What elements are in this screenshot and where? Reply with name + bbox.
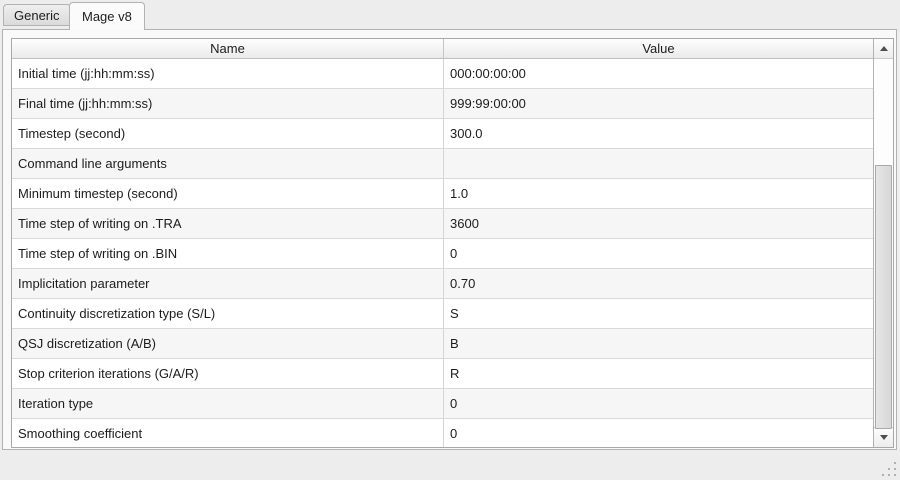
table-row[interactable]: Continuity discretization type (S/L) S xyxy=(12,299,873,329)
table-row[interactable]: Command line arguments xyxy=(12,149,873,179)
table-row[interactable]: Smoothing coefficient 0 xyxy=(12,419,873,447)
param-value-cell[interactable]: S xyxy=(450,306,459,321)
param-value-cell[interactable]: 999:99:00:00 xyxy=(450,96,526,111)
table-row[interactable]: Final time (jj:hh:mm:ss) 999:99:00:00 xyxy=(12,89,873,119)
param-name-cell: Iteration type xyxy=(12,389,444,418)
tab-generic-label: Generic xyxy=(14,7,60,23)
tab-generic[interactable]: Generic xyxy=(3,4,71,26)
tab-mage-v8[interactable]: Mage v8 xyxy=(69,2,145,30)
tab-mage-v8-label: Mage v8 xyxy=(82,9,132,24)
table-body: Initial time (jj:hh:mm:ss) 000:00:00:00 … xyxy=(12,59,873,447)
table-row[interactable]: Time step of writing on .BIN 0 xyxy=(12,239,873,269)
scroll-down-button[interactable] xyxy=(874,427,893,447)
resize-grip-icon[interactable] xyxy=(882,462,897,477)
param-value-cell[interactable]: 300.0 xyxy=(450,126,483,141)
table-row[interactable]: Stop criterion iterations (G/A/R) R xyxy=(12,359,873,389)
param-name-cell: Command line arguments xyxy=(12,149,444,178)
param-name-cell: Implicitation parameter xyxy=(12,269,444,298)
param-value-cell[interactable]: 1.0 xyxy=(450,186,469,201)
scrollbar-track[interactable] xyxy=(874,59,893,429)
table-row[interactable]: Implicitation parameter 0.70 xyxy=(12,269,873,299)
param-name-cell: QSJ discretization (A/B) xyxy=(12,329,444,358)
param-name-cell: Minimum timestep (second) xyxy=(12,179,444,208)
param-value-cell[interactable] xyxy=(444,149,873,178)
param-value-cell[interactable]: 3600 xyxy=(450,216,479,231)
param-name-cell: Time step of writing on .TRA xyxy=(12,209,444,238)
table-row[interactable]: Initial time (jj:hh:mm:ss) 000:00:00:00 xyxy=(12,59,873,89)
param-value-cell[interactable]: R xyxy=(450,366,460,381)
resize-grip-dots xyxy=(882,462,896,476)
param-value-cell[interactable]: 0 xyxy=(450,246,458,261)
column-header-name[interactable]: Name xyxy=(12,39,444,58)
column-header-value[interactable]: Value xyxy=(642,41,675,56)
param-name-cell: Smoothing coefficient xyxy=(12,419,444,447)
table-row[interactable]: Time step of writing on .TRA 3600 xyxy=(12,209,873,239)
param-name-cell: Continuity discretization type (S/L) xyxy=(12,299,444,328)
scrollbar-thumb[interactable] xyxy=(875,165,892,429)
table-row[interactable]: Timestep (second) 300.0 xyxy=(12,119,873,149)
param-value-cell[interactable]: 0.70 xyxy=(450,276,476,291)
table-header-row: Name Value xyxy=(12,39,873,59)
table-main: Name Value Initial time (jj:hh:mm:ss) 00… xyxy=(12,39,873,447)
table-row[interactable]: QSJ discretization (A/B) B xyxy=(12,329,873,359)
parameter-table: Name Value Initial time (jj:hh:mm:ss) 00… xyxy=(11,38,894,448)
table-row[interactable]: Iteration type 0 xyxy=(12,389,873,419)
param-value-cell[interactable]: 000:00:00:00 xyxy=(450,66,526,81)
scroll-up-icon xyxy=(879,46,888,51)
table-row[interactable]: Minimum timestep (second) 1.0 xyxy=(12,179,873,209)
param-name-cell: Time step of writing on .BIN xyxy=(12,239,444,268)
scroll-down-icon xyxy=(879,435,888,440)
vertical-scrollbar[interactable] xyxy=(873,39,893,447)
param-name-cell: Stop criterion iterations (G/A/R) xyxy=(12,359,444,388)
param-value-cell[interactable]: B xyxy=(450,336,459,351)
param-value-cell[interactable]: 0 xyxy=(450,396,458,411)
scroll-up-button[interactable] xyxy=(874,39,893,59)
param-name-cell: Final time (jj:hh:mm:ss) xyxy=(12,89,444,118)
param-name-cell: Timestep (second) xyxy=(12,119,444,148)
param-value-cell[interactable]: 0 xyxy=(450,426,458,441)
param-name-cell: Initial time (jj:hh:mm:ss) xyxy=(12,59,444,88)
